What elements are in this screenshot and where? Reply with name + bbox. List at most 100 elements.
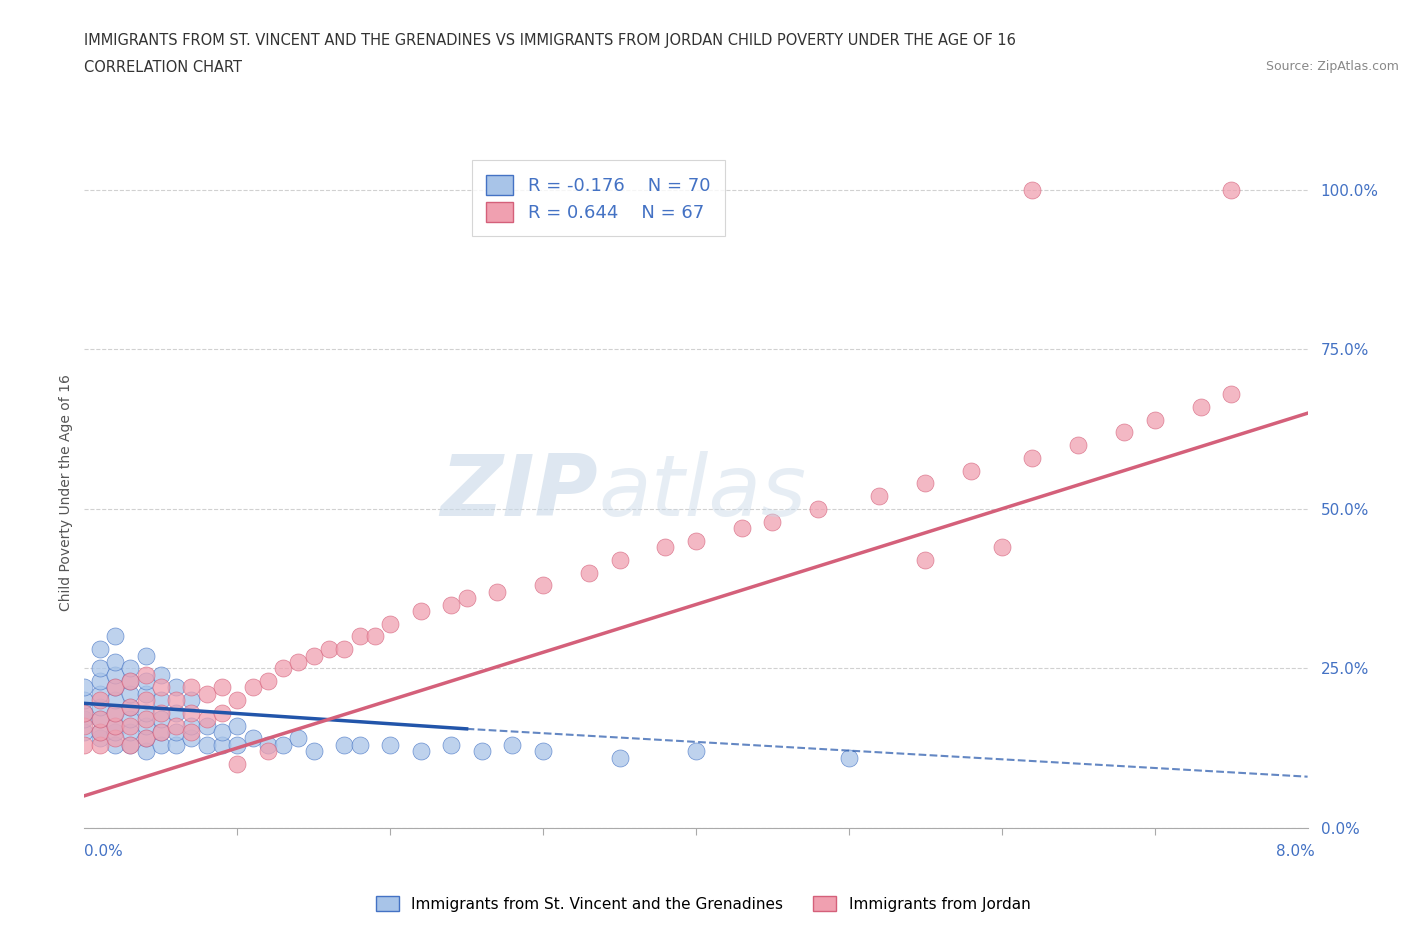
Point: [869, 488, 891, 503]
Point: [104, 693, 127, 708]
Point: [195, 711, 218, 726]
Point: [165, 737, 187, 752]
Point: [89, 642, 111, 657]
Point: [349, 629, 371, 644]
Legend: R = -0.176    N = 70, R = 0.644    N = 67: R = -0.176 N = 70, R = 0.644 N = 67: [471, 161, 724, 236]
Point: [409, 604, 432, 618]
Point: [120, 737, 142, 752]
Point: [135, 711, 157, 726]
Point: [1021, 182, 1043, 197]
Point: [1220, 182, 1243, 197]
Point: [180, 724, 202, 739]
Point: [380, 617, 402, 631]
Point: [165, 718, 187, 733]
Point: [302, 744, 325, 759]
Point: [104, 731, 127, 746]
Point: [960, 463, 983, 478]
Point: [165, 724, 187, 739]
Point: [211, 724, 233, 739]
Point: [73, 706, 96, 721]
Point: [333, 642, 356, 657]
Point: [531, 744, 554, 759]
Point: [149, 680, 172, 695]
Text: 8.0%: 8.0%: [1275, 844, 1315, 858]
Point: [73, 680, 96, 695]
Point: [364, 629, 387, 644]
Point: [104, 718, 127, 733]
Point: [89, 699, 111, 714]
Point: [120, 737, 142, 752]
Point: [135, 744, 157, 759]
Point: [149, 706, 172, 721]
Point: [135, 648, 157, 663]
Point: [89, 731, 111, 746]
Point: [149, 724, 172, 739]
Point: [89, 686, 111, 701]
Point: [257, 737, 280, 752]
Point: [257, 744, 280, 759]
Point: [242, 731, 264, 746]
Point: [73, 718, 96, 733]
Point: [149, 693, 172, 708]
Point: [440, 737, 463, 752]
Point: [609, 751, 631, 765]
Point: [654, 539, 676, 554]
Point: [349, 737, 371, 752]
Point: [89, 737, 111, 752]
Point: [685, 744, 707, 759]
Point: [165, 693, 187, 708]
Point: [120, 711, 142, 726]
Point: [89, 661, 111, 676]
Point: [1114, 425, 1136, 440]
Point: [609, 552, 631, 567]
Point: [89, 724, 111, 739]
Point: [242, 680, 264, 695]
Point: [180, 706, 202, 721]
Point: [1143, 412, 1166, 427]
Point: [135, 673, 157, 688]
Point: [104, 718, 127, 733]
Point: [104, 724, 127, 739]
Point: [456, 591, 478, 605]
Point: [73, 706, 96, 721]
Point: [165, 706, 187, 721]
Point: [120, 673, 142, 688]
Point: [914, 552, 936, 567]
Point: [914, 476, 936, 491]
Point: [120, 661, 142, 676]
Point: [180, 718, 202, 733]
Point: [211, 737, 233, 752]
Point: [73, 737, 96, 752]
Point: [271, 737, 294, 752]
Point: [135, 731, 157, 746]
Point: [578, 565, 600, 580]
Point: [287, 731, 309, 746]
Point: [380, 737, 402, 752]
Point: [89, 724, 111, 739]
Point: [135, 686, 157, 701]
Point: [149, 711, 172, 726]
Text: 0.0%: 0.0%: [84, 844, 124, 858]
Point: [135, 731, 157, 746]
Text: CORRELATION CHART: CORRELATION CHART: [84, 60, 242, 75]
Point: [211, 706, 233, 721]
Point: [149, 737, 172, 752]
Point: [271, 661, 294, 676]
Y-axis label: Child Poverty Under the Age of 16: Child Poverty Under the Age of 16: [59, 375, 73, 611]
Point: [104, 629, 127, 644]
Point: [120, 673, 142, 688]
Point: [302, 648, 325, 663]
Point: [135, 693, 157, 708]
Point: [685, 533, 707, 548]
Point: [287, 655, 309, 670]
Point: [89, 693, 111, 708]
Point: [1067, 438, 1090, 453]
Point: [120, 699, 142, 714]
Point: [531, 578, 554, 592]
Point: [89, 711, 111, 726]
Point: [120, 724, 142, 739]
Point: [104, 655, 127, 670]
Point: [211, 680, 233, 695]
Point: [501, 737, 523, 752]
Text: ZIP: ZIP: [440, 451, 598, 535]
